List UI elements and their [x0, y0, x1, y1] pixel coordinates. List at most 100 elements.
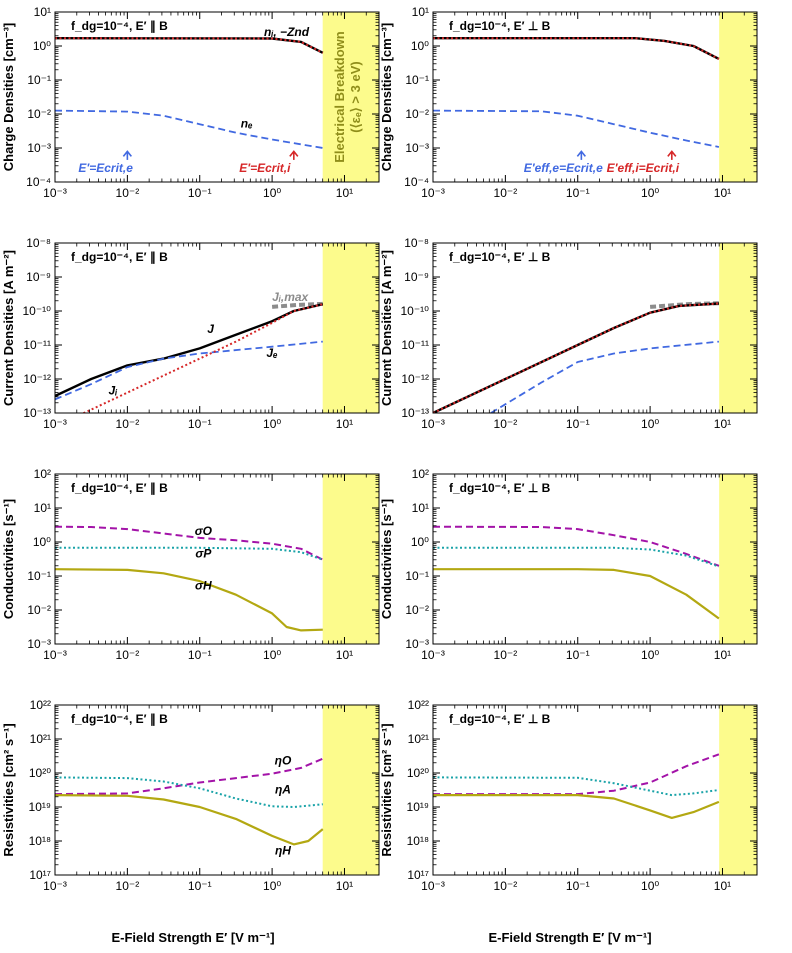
series-n_i [55, 37, 324, 54]
series-sigma_P [55, 546, 324, 561]
breakdown-region [322, 705, 379, 875]
series-group [55, 757, 324, 846]
y-tick-label: 10²¹ [408, 732, 429, 746]
breakdown-label: Electrical Breakdown [332, 31, 347, 163]
x-tick-label: 10¹ [336, 648, 353, 662]
x-tick-label: 10⁻¹ [188, 879, 212, 893]
breakdown-region [719, 474, 757, 644]
curve-label: Jₑ [266, 346, 278, 360]
y-tick-label: 10⁻¹² [401, 372, 429, 386]
panel-cond-perp: 10⁻³ 10⁻² 10⁻¹ 10⁰ 10¹ 10² 10⁻³ 10⁻² 10⁻¹ 10⁰ 10¹ f… [379, 467, 758, 662]
panel-title: f_dg=10⁻⁴, E′ ∥ B [71, 19, 168, 33]
curve-label: σO [195, 524, 213, 538]
curve-label: Jᵢ [109, 383, 118, 397]
curve-label: ηA [275, 782, 291, 796]
series-group [433, 37, 720, 148]
y-tick-label: 10²⁰ [29, 766, 51, 780]
x-axis-label-left: E-Field Strength E′ [V m⁻¹] [111, 930, 274, 945]
x-tick-label: 10⁻³ [43, 186, 67, 200]
y-tick-label: 10⁻³ [27, 141, 51, 155]
y-tick-label: 10⁻⁸ [26, 236, 51, 250]
series-sigma_O [55, 525, 324, 561]
curve-label: E′eff,i=Ecrit,i [607, 161, 680, 175]
x-tick-label: 10⁰ [641, 186, 659, 200]
y-axis-label: Charge Densities [cm⁻³] [379, 23, 394, 171]
series-J_i [81, 303, 324, 413]
y-tick-label: 10⁻³ [27, 637, 51, 651]
x-tick-label: 10⁻² [494, 648, 518, 662]
panel-title: f_dg=10⁻⁴, E′ ⊥ B [449, 712, 551, 726]
series-eta_O [55, 757, 324, 796]
y-axis-label: Conductivities [s⁻¹] [1, 499, 16, 619]
y-axis-label: Charge Densities [cm⁻³] [1, 23, 16, 171]
y-tick-label: 10¹ [34, 501, 51, 515]
y-tick-label: 10⁻⁹ [404, 270, 429, 284]
y-tick-label: 10⁰ [411, 535, 429, 549]
panel-title: f_dg=10⁻⁴, E′ ⊥ B [449, 481, 551, 495]
x-tick-label: 10⁻³ [43, 648, 67, 662]
x-tick-label: 10⁰ [263, 417, 281, 431]
series-n_i [433, 37, 720, 60]
panel-current-perp: 10⁻¹³ 10⁻¹² 10⁻¹¹ 10⁻¹⁰ 10⁻⁹ 10⁻⁸ 10⁻³ 10⁻² 10⁻¹… [379, 236, 758, 431]
y-tick-label: 10⁻⁹ [26, 270, 51, 284]
x-tick-label: 10¹ [336, 417, 353, 431]
series-sigma_H [55, 568, 323, 632]
series-J [433, 302, 719, 413]
series-J_e [490, 340, 719, 413]
y-tick-label: 10⁻² [27, 603, 51, 617]
curve-label: E′eff,e=Ecrit,e [524, 161, 603, 175]
annotation-arrowhead [122, 150, 132, 157]
y-tick-label: 10⁻¹² [23, 372, 51, 386]
panel-title: f_dg=10⁻⁴, E′ ∥ B [71, 250, 168, 264]
y-tick-label: 10⁻¹³ [401, 406, 429, 420]
x-tick-label: 10⁰ [263, 879, 281, 893]
y-tick-label: 10¹⁸ [29, 834, 51, 848]
y-tick-label: 10²⁰ [407, 766, 429, 780]
x-tick-label: 10¹ [714, 186, 731, 200]
series-J_e [55, 340, 323, 401]
curve-label: E′=Ecrit,e [78, 161, 133, 175]
y-tick-label: 10⁻⁸ [404, 236, 429, 250]
y-axis-label: Conductivities [s⁻¹] [379, 499, 394, 619]
curve-label: E′=Ecrit,i [239, 161, 291, 175]
panel-cond-par: 10⁻³ 10⁻² 10⁻¹ 10⁰ 10¹ 10² 10⁻³ 10⁻² 10⁻¹ 10⁰ 10¹ f… [1, 467, 380, 662]
series-group [55, 301, 324, 413]
x-tick-label: 10⁻² [116, 186, 140, 200]
y-tick-label: 10⁻¹⁰ [23, 304, 52, 318]
x-tick-label: 10⁻³ [421, 186, 445, 200]
x-tick-label: 10⁻³ [43, 417, 67, 431]
y-axis-label: Resistivities [cm² s⁻¹] [1, 723, 16, 856]
plot-frame [432, 473, 758, 645]
x-tick-label: 10⁻¹ [188, 417, 212, 431]
y-tick-label: 10⁻¹¹ [401, 338, 429, 352]
plot-frame [432, 242, 758, 414]
panel-res-perp: 10¹⁷ 10¹⁸ 10¹⁹ 10²⁰ 10²¹ 10²² 10⁻³ 10⁻² 10⁻¹ 10⁰ 1… [379, 698, 758, 893]
series-eta_O [433, 753, 720, 796]
y-tick-label: 10¹⁷ [29, 868, 51, 882]
series--Zn_d [433, 37, 720, 60]
series-sigma_P [433, 546, 720, 568]
curve-label: J [207, 322, 214, 336]
x-tick-label: 10⁰ [263, 648, 281, 662]
y-tick-label: 10⁻⁴ [26, 175, 51, 189]
x-tick-label: 10⁻² [116, 417, 140, 431]
series-group [55, 525, 324, 632]
annotation-arrowhead [576, 150, 586, 157]
y-tick-label: 10¹ [34, 5, 51, 19]
x-tick-label: 10⁻³ [421, 648, 445, 662]
series-eta_A [55, 776, 323, 808]
breakdown-region [322, 243, 379, 413]
y-tick-label: 10⁻² [405, 107, 429, 121]
y-tick-label: 10²² [30, 698, 51, 712]
y-tick-label: 10⁻¹¹ [23, 338, 51, 352]
panel-title: f_dg=10⁻⁴, E′ ∥ B [71, 712, 168, 726]
curve-label: nₑ [241, 117, 253, 131]
curve-label: ηH [275, 844, 291, 858]
y-axis-label: Current Densities [A m⁻²] [379, 250, 394, 406]
x-tick-label: 10¹ [336, 186, 353, 200]
y-tick-label: 10¹⁹ [29, 800, 51, 814]
panel-title: f_dg=10⁻⁴, E′ ⊥ B [449, 250, 551, 264]
x-tick-label: 10¹ [714, 648, 731, 662]
y-tick-label: 10⁻³ [405, 637, 429, 651]
